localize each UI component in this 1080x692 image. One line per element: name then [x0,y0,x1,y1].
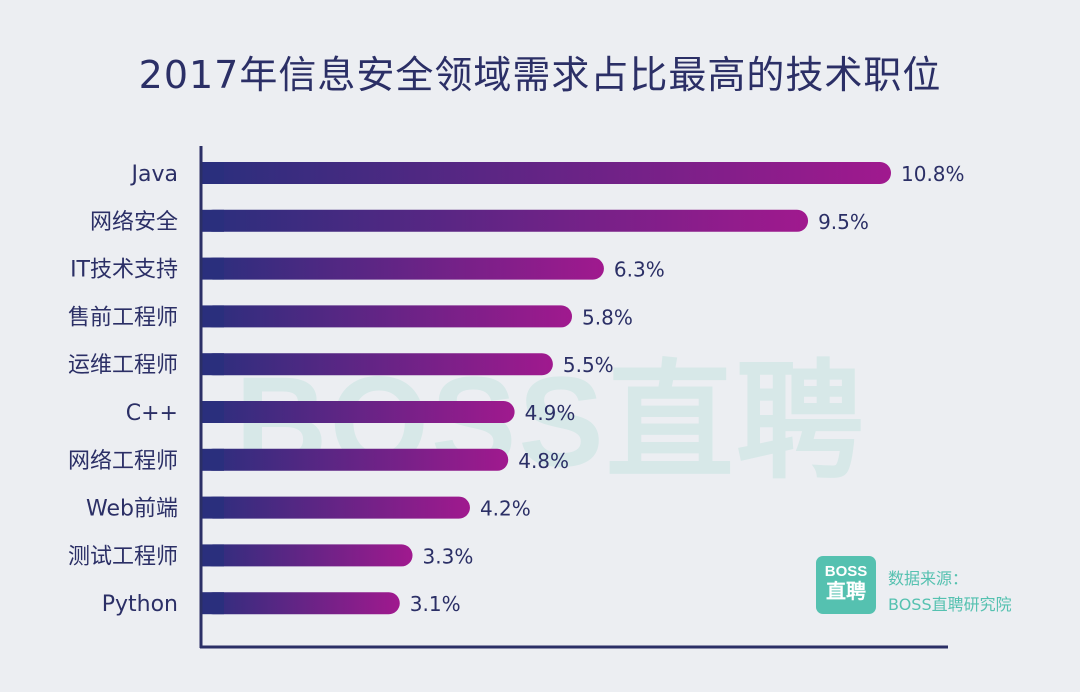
value-label: 5.5% [563,353,614,377]
value-label: 10.8% [901,162,965,186]
bar-left-edge [202,448,224,471]
bar [202,448,509,471]
bar-left-edge [202,353,224,376]
value-label: 5.8% [582,305,633,329]
bar-left-edge [202,592,224,615]
category-label: IT技术支持 [70,258,178,283]
bar-left-edge [202,305,224,328]
source-name: BOSS直聘研究院 [888,595,1012,614]
category-label: C++ [126,401,178,426]
category-label: 网络工程师 [68,449,178,474]
bar [202,592,400,615]
category-label: 网络安全 [90,210,178,235]
bar-left-edge [202,496,224,519]
bar [202,305,573,328]
brand-logo: BOSS 直聘 [816,556,876,614]
logo-text-line1: BOSS [824,563,868,580]
category-label: Python [102,592,178,617]
value-label: 3.1% [410,592,461,616]
value-label: 9.5% [818,210,869,234]
value-label: 4.9% [525,401,576,425]
bar [202,496,470,519]
logo-text-line2: 直聘 [826,581,866,603]
bar-left-edge [202,401,224,423]
value-label: 6.3% [614,258,665,282]
bar-left-edge [202,209,224,232]
category-label: 运维工程师 [68,353,178,378]
bar-left-edge [202,544,224,567]
value-label: 4.2% [480,497,531,521]
bar [202,162,891,184]
bar [202,209,809,232]
value-label: 3.3% [423,544,474,568]
bar [202,401,515,423]
value-label: 4.8% [518,449,569,473]
bar-left-edge [202,257,224,280]
chart-title: 2017年信息安全领域需求占比最高的技术职位 [138,53,942,97]
source-label: 数据来源： [888,569,969,588]
category-label: 测试工程师 [68,544,178,569]
bar [202,544,413,567]
category-label: Web前端 [86,497,178,522]
category-label: 售前工程师 [68,305,178,330]
bar [202,353,553,376]
bar [202,257,604,280]
category-label: Java [130,162,178,187]
bar-left-edge [202,162,224,184]
data-source: 数据来源： BOSS直聘研究院 [888,566,1012,618]
